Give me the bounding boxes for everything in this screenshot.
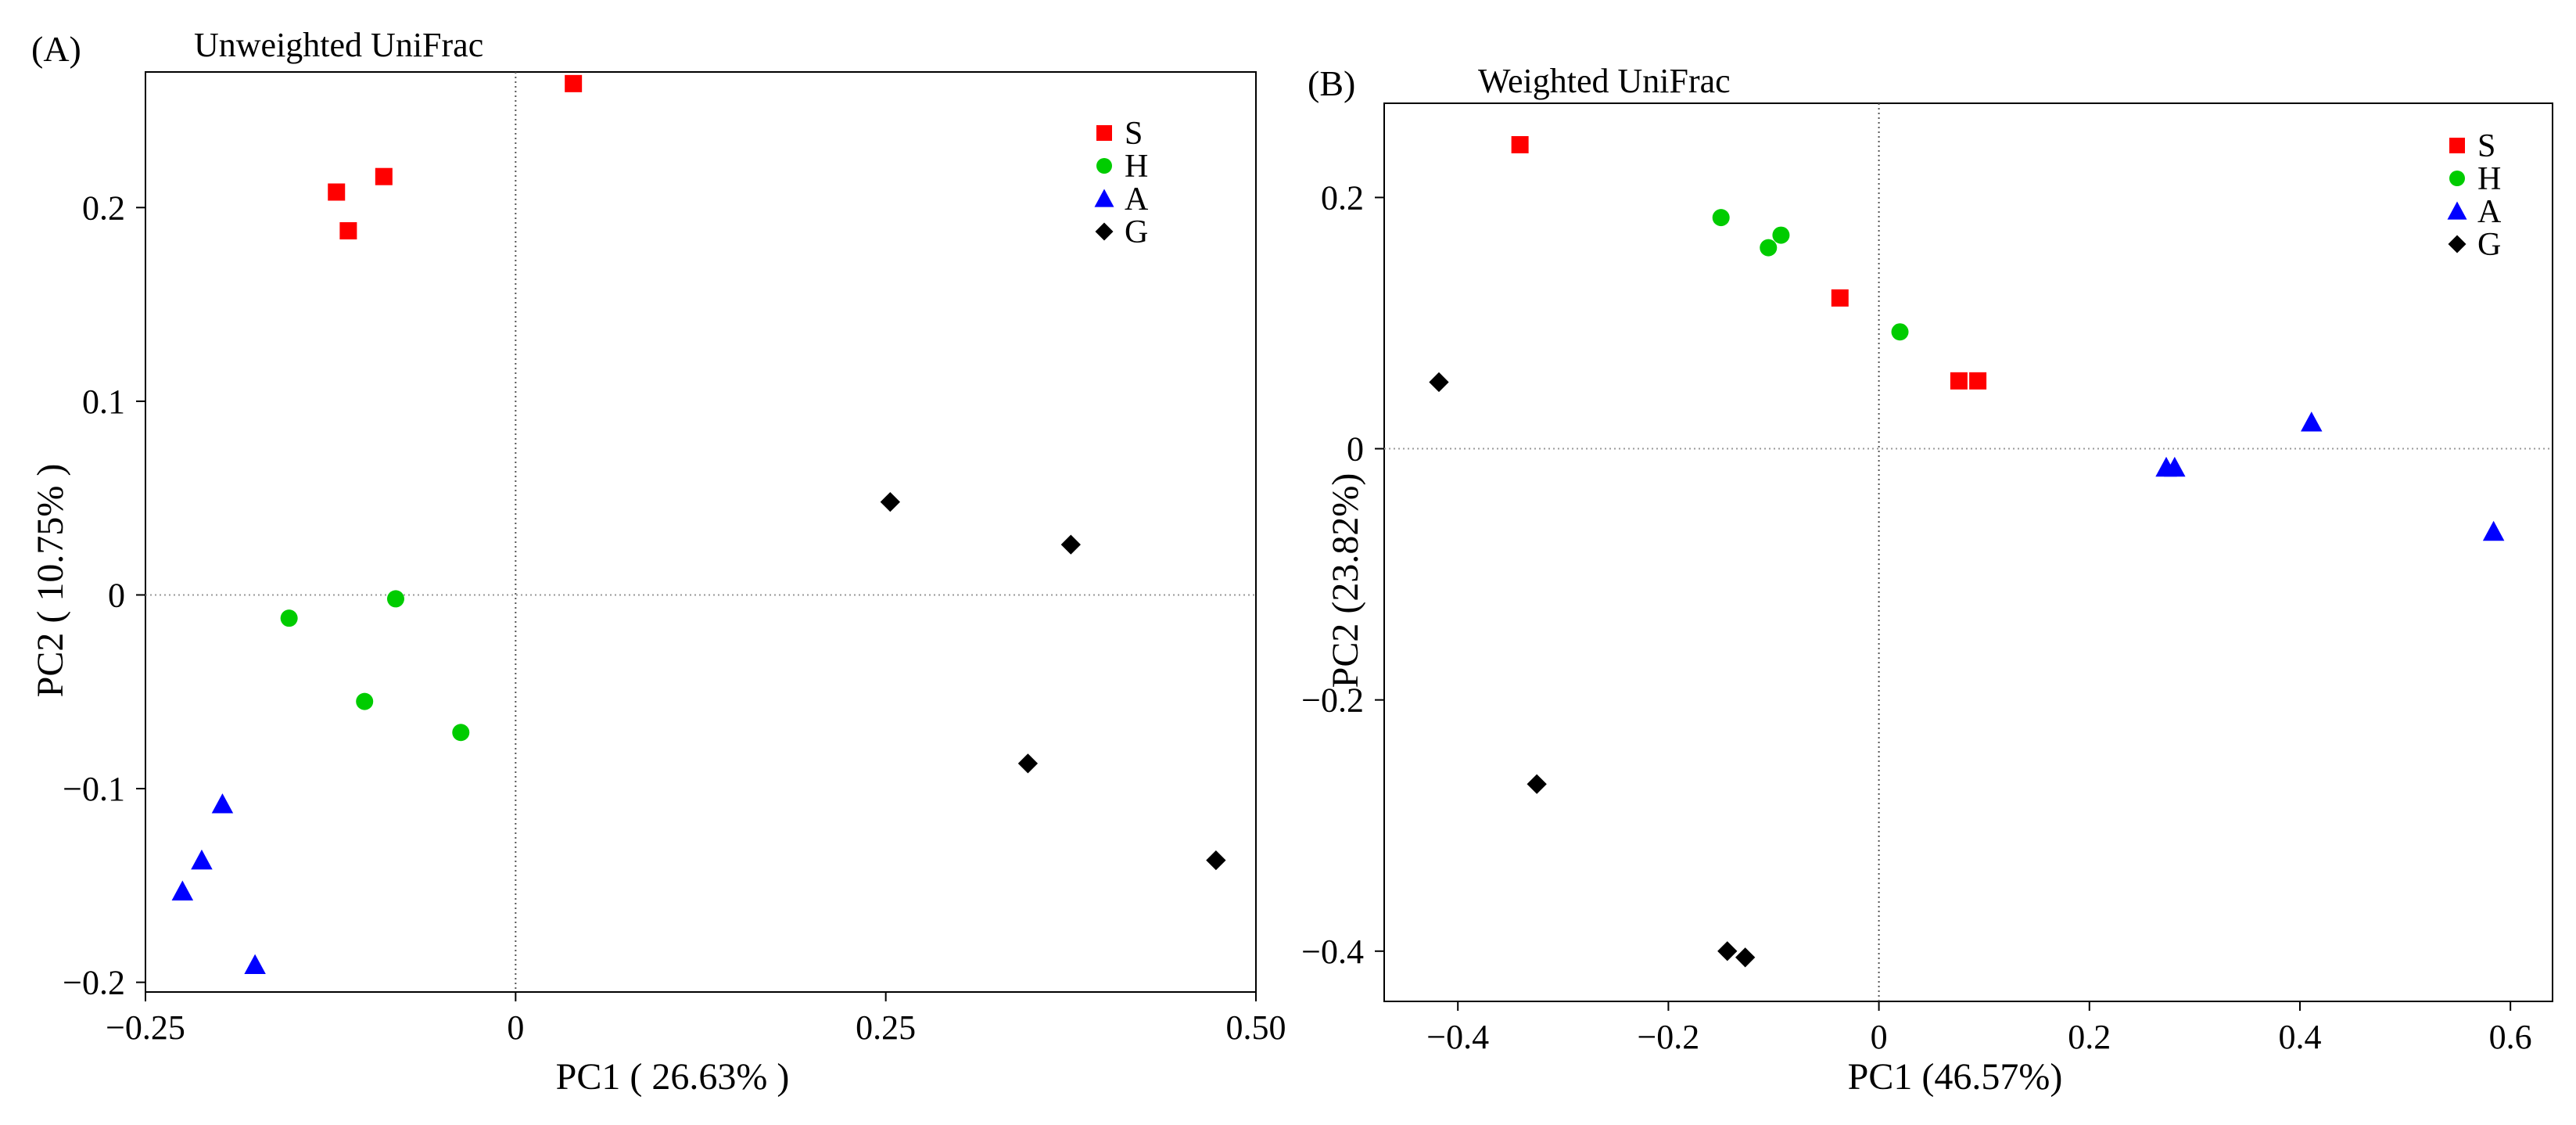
panel-b: (B) Weighted UniFrac −0.4 −0.2 0 0.2 0.4 0.6 …: [1301, 62, 2553, 1098]
panel-b-point-s: [1969, 372, 1987, 390]
panel-b-legend-marker-a: [2447, 201, 2467, 220]
panel-b-x-tick-label: 0: [1871, 1018, 1888, 1056]
panel-a-plot-frame: [145, 71, 1257, 993]
panel-b-zero-lines: [1384, 103, 2553, 1001]
panel-a-legend-marker-g: [1095, 222, 1114, 241]
panel-a-point-s: [565, 74, 583, 92]
panel-b-y-tick-label: −0.2: [1301, 681, 1364, 720]
panel-a-point-a: [244, 954, 266, 975]
panel-b-x-tick-label: −0.4: [1426, 1018, 1489, 1056]
panel-a-legend-label-s: S: [1125, 116, 1143, 152]
panel-a-y-tick-label: 0.1: [82, 383, 125, 421]
panel-b-point-h: [1891, 323, 1909, 341]
panel-a: (A) Unweighted UniFrac −0.25 0 0.25 0.50 −0…: [30, 26, 1286, 1098]
panel-b-point-a: [2164, 456, 2186, 477]
panel-b-y-tick-label: 0.2: [1321, 178, 1364, 217]
panel-a-x-tick-label: −0.25: [106, 1008, 185, 1047]
panel-a-y-tick-label: −0.1: [63, 770, 125, 808]
panel-b-point-h: [1772, 226, 1790, 244]
panel-a-point-a: [211, 793, 234, 814]
panel-a-point-h: [280, 609, 298, 627]
panel-b-point-g: [1717, 941, 1738, 961]
panel-b-point-h: [1712, 209, 1730, 227]
panel-b-point-g: [1527, 774, 1547, 794]
panel-a-point-h: [452, 724, 470, 742]
panel-a-point-g: [880, 491, 900, 512]
panel-b-plot-frame: [1383, 102, 2553, 1002]
panel-b-x-tick-label: 0.4: [2278, 1018, 2321, 1056]
panel-a-x-tick-label: 0.25: [856, 1008, 916, 1047]
panel-a-y-tick-label: 0.2: [82, 189, 125, 227]
panel-a-legend-label-h: H: [1125, 149, 1148, 185]
panel-b-y-ticks: −0.4 −0.2 0 0.2: [1301, 178, 1384, 971]
panel-b-legend-label-s: S: [2477, 128, 2495, 164]
panel-a-point-g: [1060, 534, 1081, 555]
panel-a-legend-marker-a: [1094, 189, 1114, 207]
panel-b-legend-label-h: H: [2477, 161, 2501, 197]
panel-a-y-tick-label: −0.2: [63, 964, 125, 1002]
panel-b-x-ticks: −0.4 −0.2 0 0.2 0.4 0.6: [1426, 1001, 2532, 1056]
panel-a-zero-lines: [145, 72, 1256, 992]
panel-a-x-ticks: −0.25 0 0.25 0.50: [106, 992, 1286, 1047]
panel-a-x-tick-label: 0.50: [1226, 1008, 1286, 1047]
panel-a-y-tick-label: 0: [108, 576, 125, 614]
panel-a-legend-marker-h: [1096, 158, 1112, 174]
panel-b-legend-label-a: A: [2477, 194, 2502, 230]
panel-a-x-tick-label: 0: [507, 1008, 524, 1047]
panel-a-legend-label-a: A: [1125, 182, 1149, 217]
panel-a-y-ticks: −0.2 −0.1 0 0.1 0.2: [63, 189, 145, 1002]
panel-a-legend-label-g: G: [1125, 214, 1148, 250]
panel-b-point-s: [1831, 289, 1849, 307]
panel-a-title: Unweighted UniFrac: [194, 26, 483, 64]
panel-b-legend-marker-s: [2449, 138, 2465, 153]
panel-a-point-s: [339, 222, 357, 240]
panel-a-legend-marker-s: [1096, 125, 1112, 141]
panel-b-point-a: [2301, 412, 2323, 432]
panel-b-points: [1429, 135, 2505, 968]
panel-b-point-s: [1511, 135, 1529, 153]
panel-a-x-axis-label: PC1 ( 26.63% ): [556, 1056, 790, 1098]
panel-b-x-tick-label: 0.6: [2489, 1018, 2532, 1056]
panel-b-point-a: [2482, 520, 2505, 541]
panel-b-legend-marker-h: [2449, 171, 2465, 186]
panel-b-x-axis-label: PC1 (46.57%): [1848, 1056, 2063, 1098]
panel-a-point-s: [375, 167, 393, 185]
panel-a-point-s: [328, 183, 346, 201]
panel-b-point-h: [1760, 239, 1778, 257]
panel-b-x-tick-label: −0.2: [1637, 1018, 1699, 1056]
panel-a-points: [171, 74, 1226, 975]
panel-a-point-a: [171, 880, 194, 900]
panel-b-title: Weighted UniFrac: [1478, 62, 1731, 100]
panel-b-legend-label-g: G: [2477, 227, 2501, 263]
panel-a-label: (A): [31, 29, 81, 69]
panel-b-legend-marker-g: [2448, 235, 2467, 253]
panel-a-point-h: [356, 692, 374, 710]
panel-a-y-axis-label: PC2 ( 10.75% ): [30, 464, 71, 698]
panel-b-y-axis-label: PC2 (23.82%): [1325, 473, 1366, 688]
panel-b-point-s: [1950, 372, 1968, 390]
panel-a-point-h: [386, 590, 404, 608]
panel-b-y-tick-label: 0: [1347, 430, 1364, 469]
panel-a-point-a: [191, 849, 213, 870]
panel-a-point-g: [1017, 753, 1039, 774]
panel-b-label: (B): [1308, 63, 1355, 103]
panel-a-point-g: [1206, 850, 1226, 871]
panel-b-y-tick-label: −0.4: [1301, 933, 1364, 971]
panel-b-point-g: [1429, 372, 1449, 393]
panel-b-point-g: [1735, 947, 1756, 968]
panel-b-x-tick-label: 0.2: [2068, 1018, 2111, 1056]
